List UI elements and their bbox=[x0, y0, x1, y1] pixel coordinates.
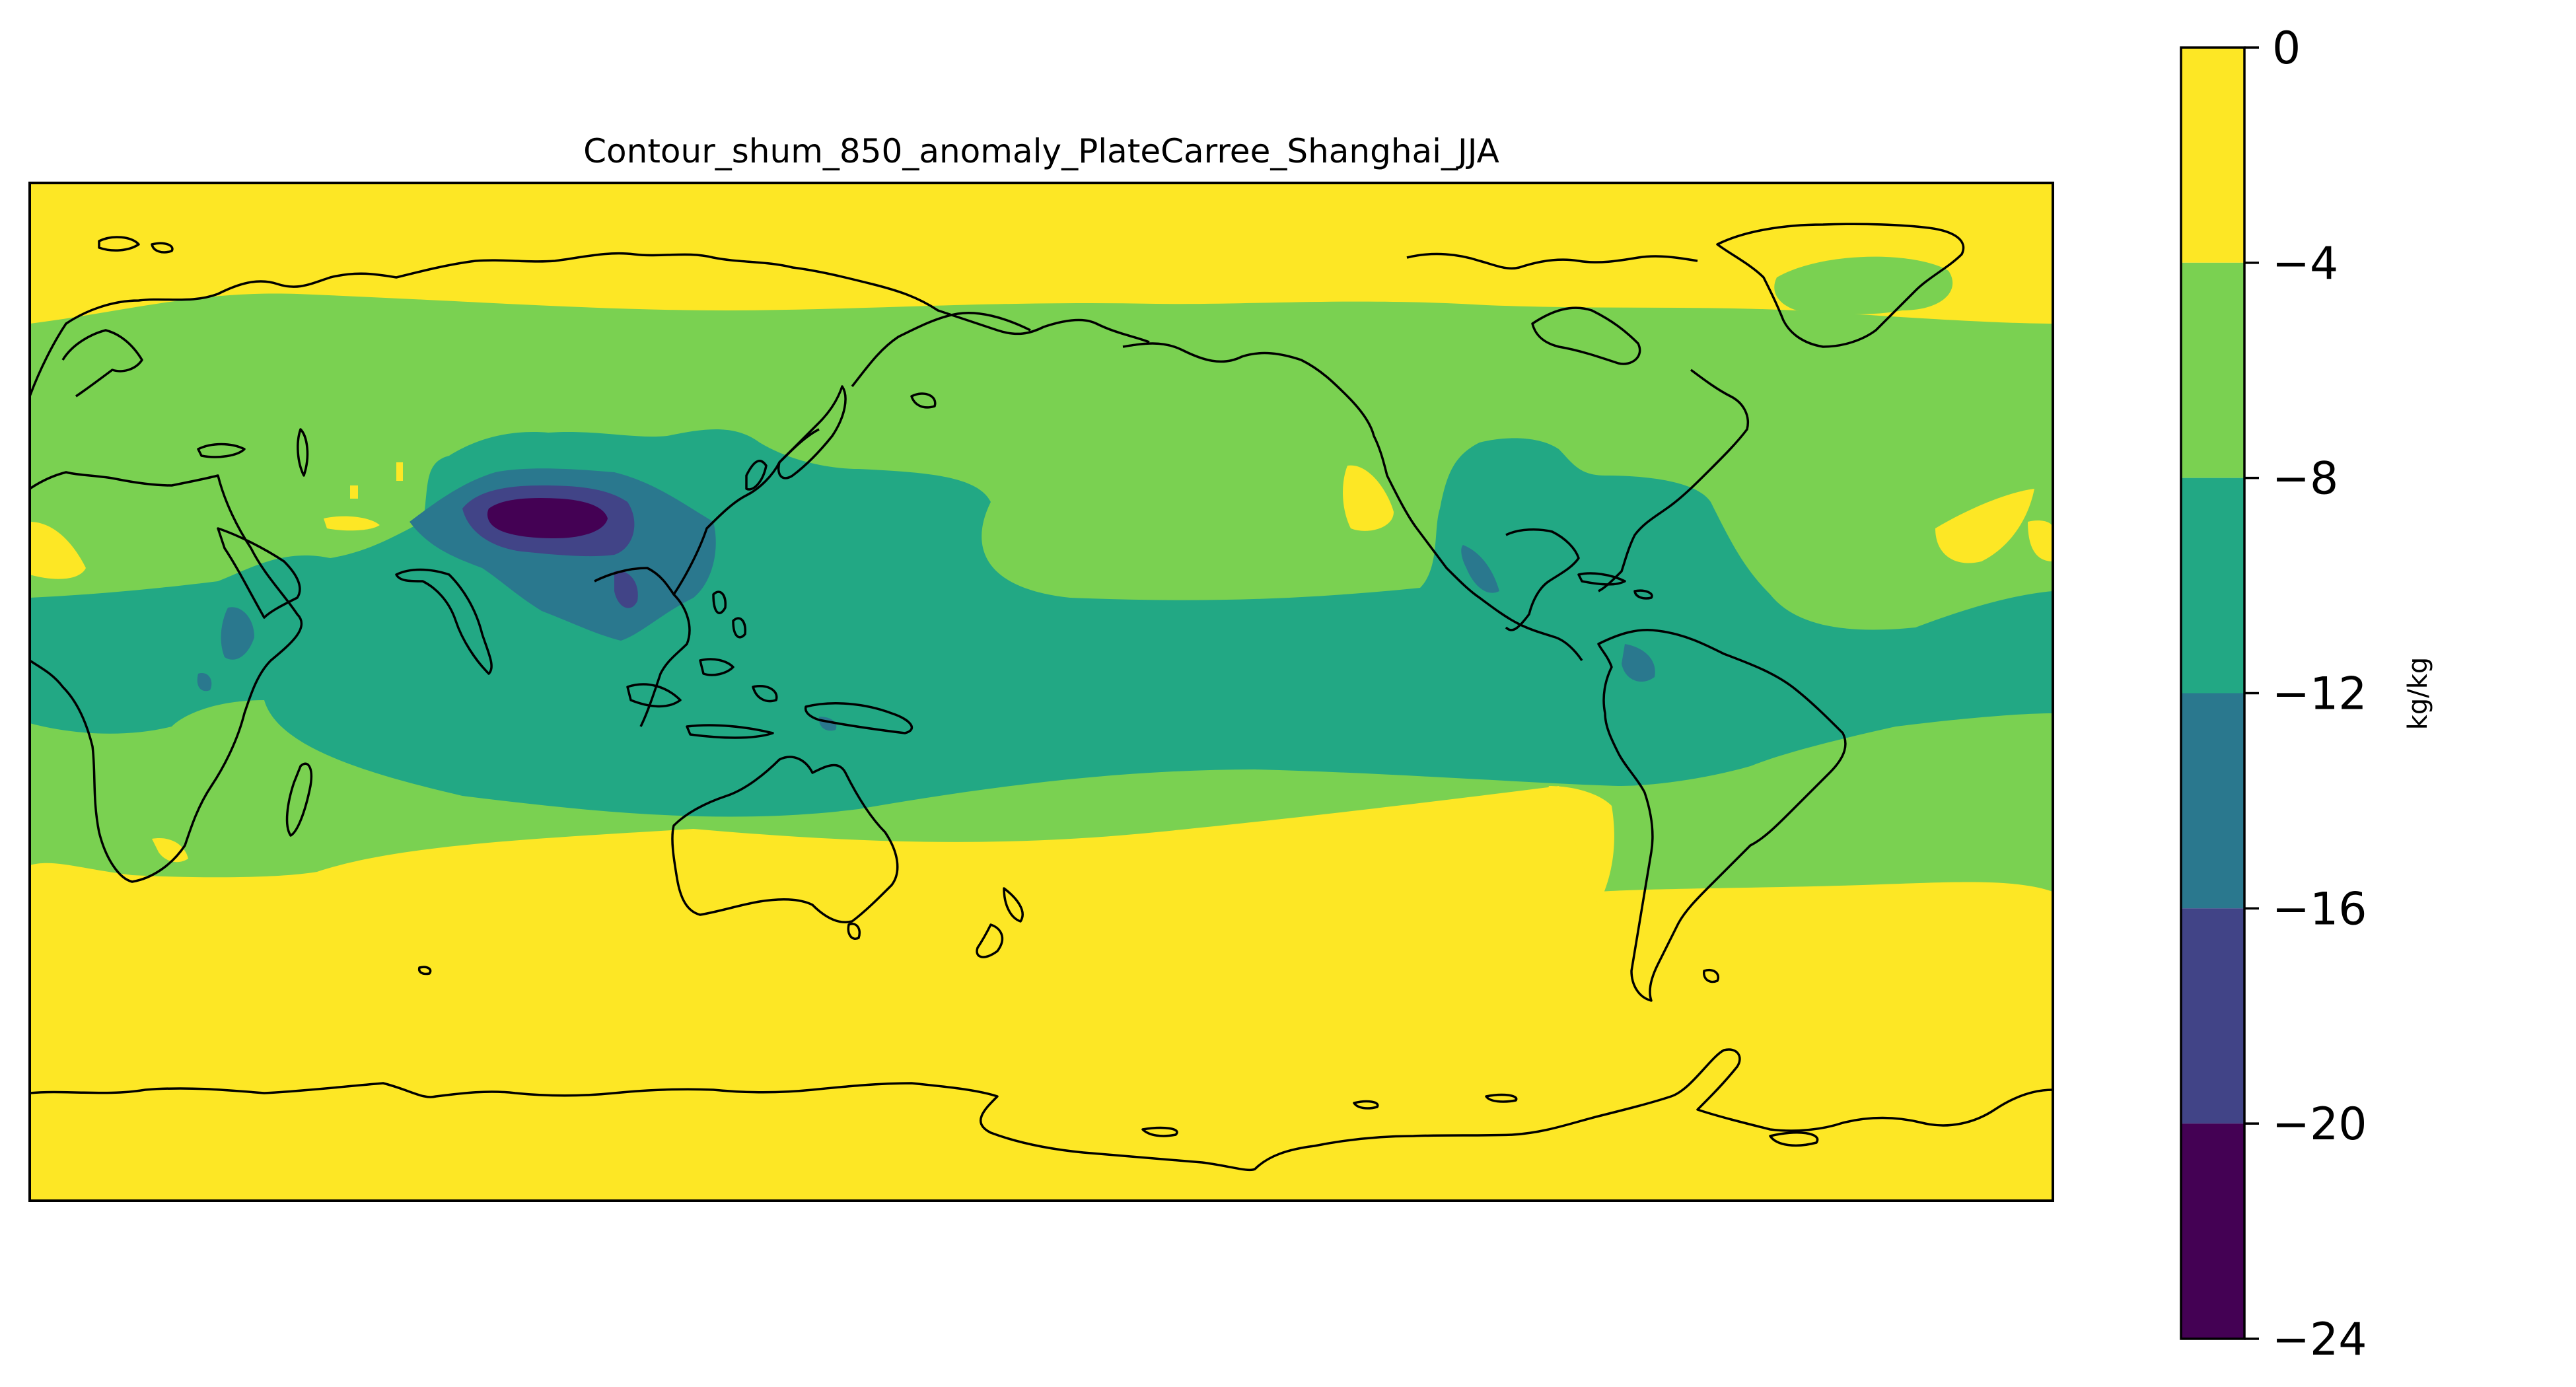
colorbar-ticks: 0 −4 −8 −12 −16 −20 −24 bbox=[2244, 22, 2367, 1366]
map-area bbox=[30, 183, 2053, 1201]
colorbar-tick-label: −20 bbox=[2272, 1098, 2367, 1151]
colorbar-tick-label: −12 bbox=[2272, 668, 2367, 721]
colorbar-band-2 bbox=[2181, 478, 2244, 694]
colorbar-band-4 bbox=[2181, 908, 2244, 1124]
colorbar-unit-label: kg/kg bbox=[2403, 657, 2433, 730]
colorbar-tick-label: −16 bbox=[2272, 883, 2367, 935]
map-title: Contour_shum_850_anomaly_PlateCarree_Sha… bbox=[583, 132, 1499, 170]
colorbar-band-1 bbox=[2181, 262, 2244, 478]
colorbar-tick-label: 0 bbox=[2272, 22, 2301, 75]
colorbar-band-0 bbox=[2181, 48, 2244, 263]
coastlines bbox=[30, 223, 2053, 1172]
map-border bbox=[28, 182, 2054, 1202]
colorbar-tick-label: −4 bbox=[2272, 238, 2338, 290]
colorbar-bands bbox=[2181, 48, 2244, 1339]
colorbar-band-3 bbox=[2181, 693, 2244, 909]
band-dark-purple bbox=[487, 497, 608, 538]
colorbar: 0 −4 −8 −12 −16 −20 −24 kg/kg bbox=[2180, 22, 2433, 1366]
colorbar-band-5 bbox=[2181, 1123, 2244, 1339]
band-yellow-patches bbox=[30, 462, 2053, 905]
colorbar-tick-label: −24 bbox=[2272, 1314, 2367, 1366]
colorbar-tick-label: −8 bbox=[2272, 453, 2338, 505]
